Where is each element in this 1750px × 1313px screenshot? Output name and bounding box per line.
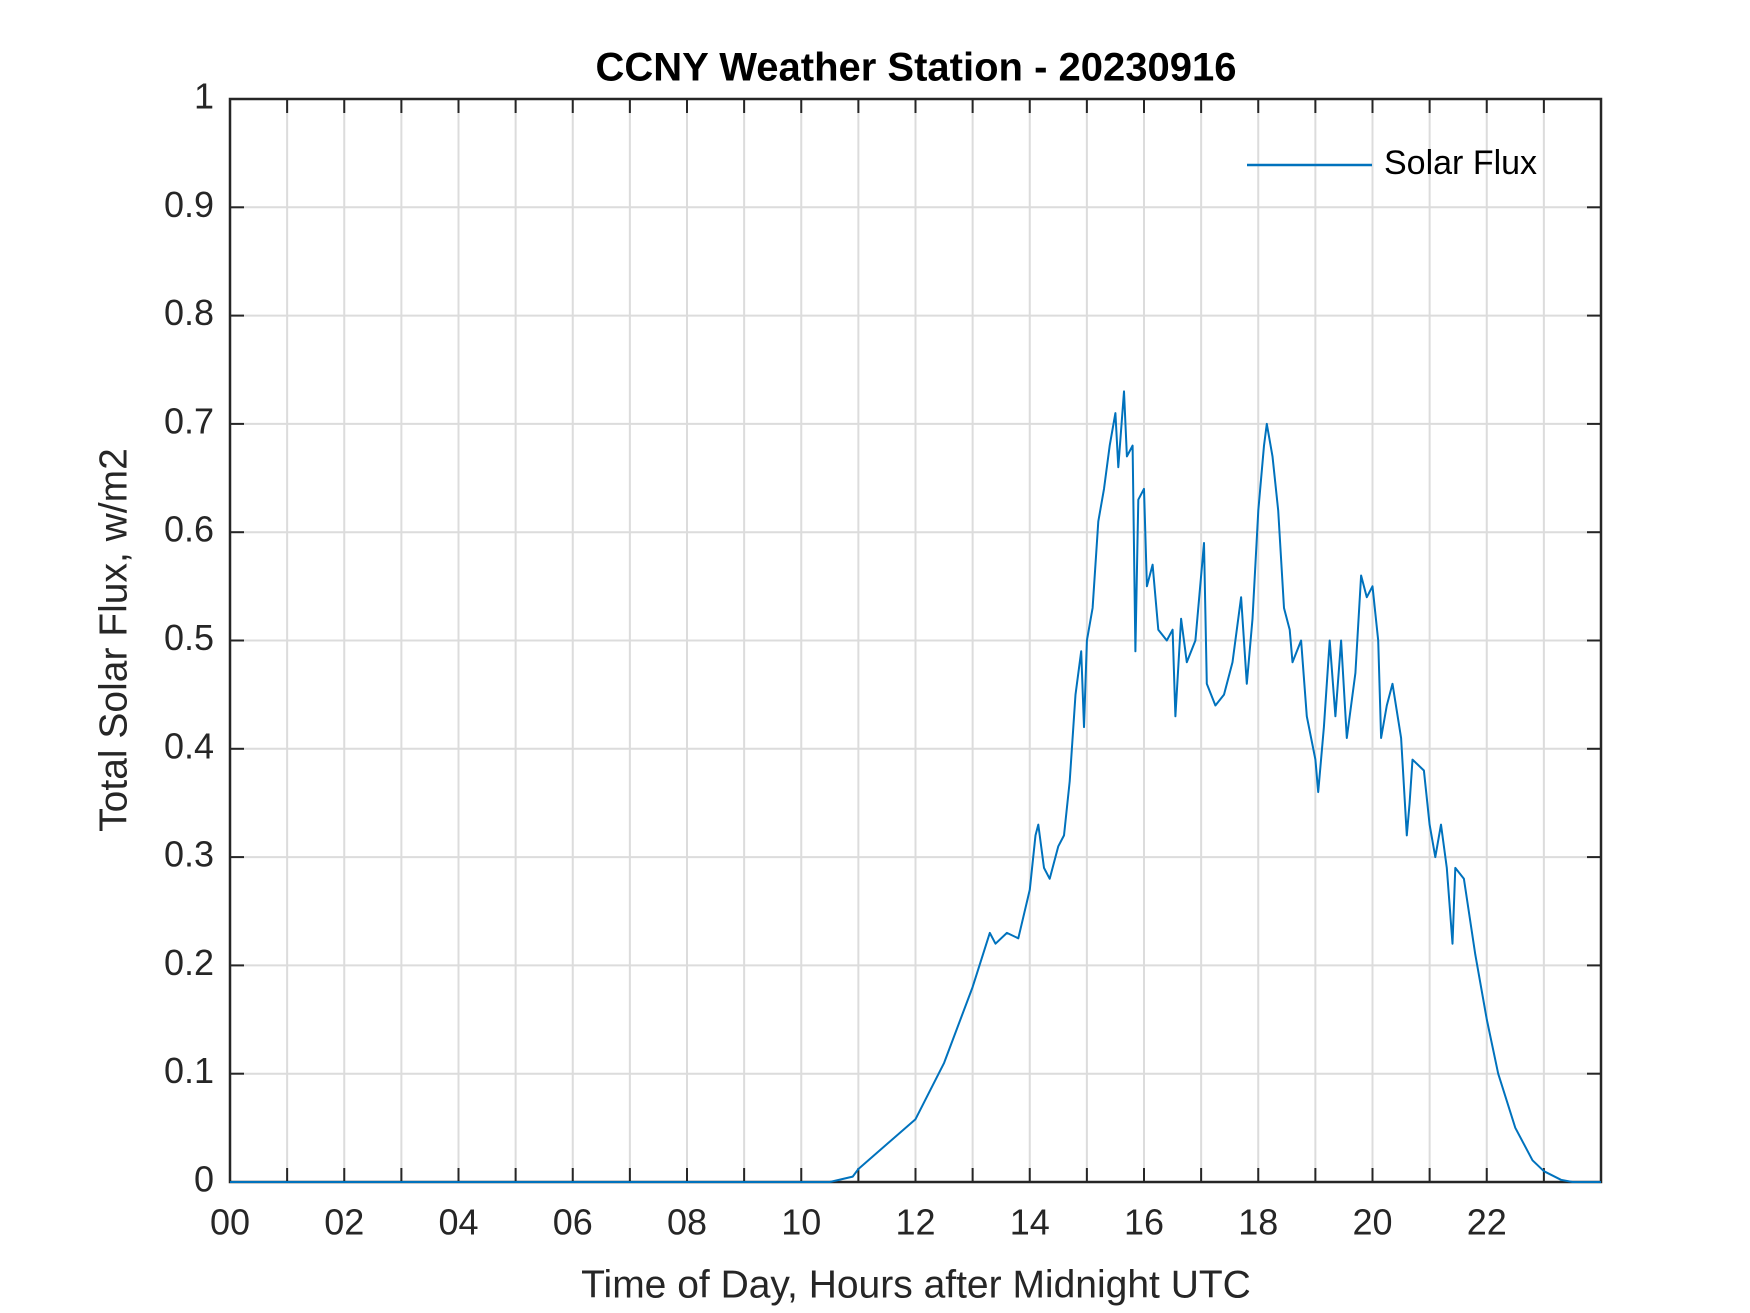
y-tick-label: 0.8	[164, 292, 214, 333]
y-tick-label: 0.2	[164, 942, 214, 983]
chart-title: CCNY Weather Station - 20230916	[596, 46, 1237, 90]
x-axis-label: Time of Day, Hours after Midnight UTC	[581, 1263, 1251, 1306]
legend-label: Solar Flux	[1384, 144, 1537, 182]
plot-frame	[228, 97, 1603, 1184]
y-tick-label: 0	[194, 1159, 214, 1200]
x-tick-label: 10	[781, 1202, 821, 1243]
y-tick-label: 0.4	[164, 725, 214, 766]
x-tick-label: 04	[438, 1202, 478, 1243]
y-tick-label: 0.7	[164, 400, 214, 441]
y-tick-label: 0.1	[164, 1050, 214, 1091]
data-line	[230, 390, 1601, 1183]
y-axis-label: Total Solar Flux, w/m2	[92, 448, 135, 832]
y-tick-label: 0.9	[164, 184, 214, 225]
x-tick-label: 14	[1010, 1202, 1050, 1243]
x-tick-label: 08	[667, 1202, 707, 1243]
y-tick-label: 1	[194, 76, 214, 117]
x-tick-label: 12	[895, 1202, 935, 1243]
y-tick-label: 0.5	[164, 617, 214, 658]
x-tick-label: 20	[1352, 1202, 1392, 1243]
x-tick-label: 06	[553, 1202, 593, 1243]
y-tick-label: 0.6	[164, 509, 214, 550]
x-tick-label: 00	[210, 1202, 250, 1243]
y-tick-label: 0.3	[164, 834, 214, 875]
x-tick-label: 16	[1124, 1202, 1164, 1243]
x-tick-label: 22	[1467, 1202, 1507, 1243]
x-tick-label: 02	[324, 1202, 364, 1243]
x-tick-label: 18	[1238, 1202, 1278, 1243]
